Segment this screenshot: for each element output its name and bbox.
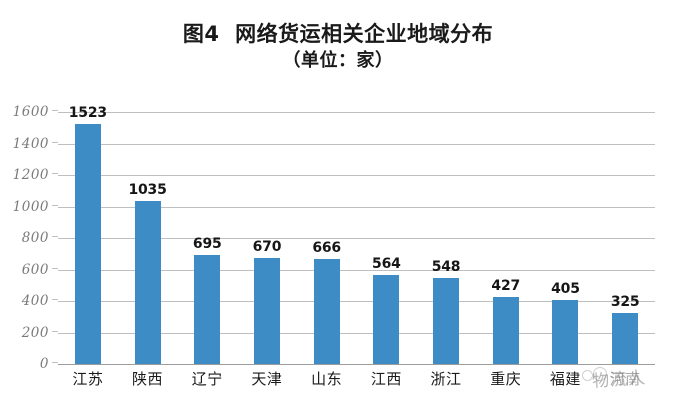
y-axis-tick-label: 1600 — [12, 104, 49, 120]
bar-value-label: 405 — [551, 281, 580, 298]
chart-subtitle: （单位：家） — [282, 50, 394, 71]
x-axis: 江苏 陕西 辽宁 天津 山东 江西 浙江 重庆 福建 河南 — [58, 368, 655, 398]
y-axis-tick: 200 — [22, 325, 58, 341]
bar-value-label: 427 — [491, 277, 521, 294]
x-axis-tick-label: 辽宁 — [191, 370, 223, 388]
y-axis-tick-mark — [52, 173, 58, 175]
gridline — [58, 364, 655, 365]
y-axis-tick: 0 — [40, 356, 58, 372]
bar[interactable] — [373, 275, 400, 364]
x-axis-tick-label: 山东 — [311, 370, 343, 388]
y-axis-tick: 600 — [22, 262, 58, 278]
gridline — [58, 238, 655, 239]
x-axis-tick-label: 河南 — [609, 370, 641, 388]
bar-slot: 548 — [416, 112, 476, 364]
y-axis-tick: 800 — [22, 230, 58, 246]
y-axis-tick-label: 400 — [21, 293, 49, 309]
bar-value-label: 666 — [312, 240, 341, 257]
bar-series: 1523 1035 695 670 666 564 548 427 405 325 — [58, 105, 655, 364]
bar-slot: 427 — [476, 112, 536, 364]
bar[interactable] — [433, 277, 460, 364]
bar[interactable] — [194, 254, 221, 364]
y-axis-tick: 1400 — [13, 136, 58, 152]
y-axis-tick: 1200 — [13, 167, 58, 183]
bar-value-label: 548 — [431, 258, 461, 275]
x-axis-tick-label: 陕西 — [132, 370, 164, 388]
x-axis-tick-label: 重庆 — [490, 370, 522, 388]
bar-slot: 325 — [595, 112, 655, 364]
bar-slot: 670 — [237, 112, 297, 364]
y-axis-tick: 400 — [22, 293, 58, 309]
bar[interactable] — [313, 259, 340, 364]
bar-value-label: 564 — [372, 256, 401, 273]
y-axis-tick-label: 0 — [39, 356, 49, 372]
chart-title-block: 图4 网络货运相关企业地域分布 （单位：家） — [0, 20, 676, 74]
x-axis-tick-label: 福建 — [549, 370, 581, 388]
bar-slot: 1035 — [118, 112, 178, 364]
y-axis-tick-label: 600 — [21, 261, 49, 278]
bar[interactable] — [134, 201, 161, 364]
bar-value-label: 1523 — [68, 105, 107, 122]
bar-slot: 564 — [357, 112, 417, 364]
bar-slot: 405 — [536, 112, 596, 364]
bar-slot: 695 — [177, 112, 237, 364]
x-axis-tick-label: 江苏 — [72, 370, 104, 388]
gridline — [58, 175, 655, 176]
x-axis-tick-label: 天津 — [251, 370, 283, 388]
y-axis-tick-mark — [52, 141, 58, 143]
y-axis-tick-label: 1400 — [12, 135, 49, 152]
y-axis-tick-label: 1000 — [12, 198, 49, 215]
gridline — [58, 206, 655, 208]
y-axis-tick-mark — [52, 267, 58, 269]
y-axis-tick-mark — [52, 110, 58, 112]
gridline — [58, 143, 655, 145]
bar-value-label: 1035 — [128, 182, 167, 198]
bar[interactable] — [492, 296, 519, 364]
y-axis-tick-label: 800 — [21, 230, 49, 246]
bar[interactable] — [612, 312, 639, 364]
y-axis-tick-mark — [52, 330, 58, 332]
y-axis: 0 200 400 600 800 1000 1200 1400 1600 — [0, 104, 58, 372]
page-title: 图4 网络货运相关企业地域分布 — [182, 22, 494, 46]
x-axis-tick-label: 浙江 — [430, 370, 462, 388]
gridline — [58, 269, 655, 271]
gridline — [58, 332, 655, 334]
bar[interactable] — [253, 258, 280, 364]
gridline — [58, 301, 655, 302]
bar-value-label: 670 — [252, 239, 282, 256]
y-axis-tick-label: 1200 — [12, 167, 49, 183]
y-axis-tick: 1000 — [13, 199, 58, 215]
bar[interactable] — [552, 300, 579, 364]
y-axis-tick-label: 200 — [21, 324, 49, 341]
y-axis-tick-mark — [52, 236, 58, 238]
y-axis-tick: 1600 — [13, 104, 58, 120]
bar-slot: 666 — [297, 112, 357, 364]
y-axis-tick-mark — [52, 299, 58, 301]
x-axis-tick-label: 江西 — [370, 370, 402, 388]
y-axis-tick-mark — [52, 204, 58, 206]
y-axis-tick-mark — [52, 362, 58, 364]
bar[interactable] — [74, 124, 101, 364]
plot-area — [58, 112, 655, 365]
bar-value-label: 695 — [192, 235, 222, 252]
gridline — [58, 112, 655, 113]
bar-value-label: 325 — [610, 293, 640, 310]
bar-slot: 1523 — [58, 105, 118, 364]
